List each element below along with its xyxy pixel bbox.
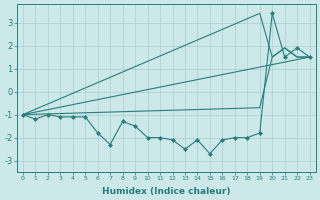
X-axis label: Humidex (Indice chaleur): Humidex (Indice chaleur): [102, 187, 230, 196]
